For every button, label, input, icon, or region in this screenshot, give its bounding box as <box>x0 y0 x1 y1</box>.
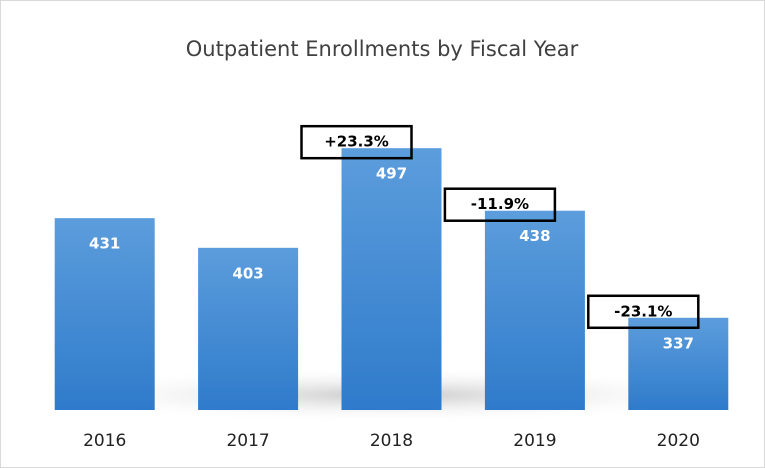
bar <box>341 148 442 410</box>
bar <box>484 210 585 410</box>
annotation-box <box>587 294 700 330</box>
chart-title: Outpatient Enrollments by Fiscal Year <box>186 37 579 61</box>
data-label: 497 <box>376 165 407 183</box>
data-label: 431 <box>89 235 120 253</box>
bar <box>54 218 155 410</box>
x-tick-label: 2017 <box>226 431 269 451</box>
annotation-box <box>443 187 557 222</box>
data-label: 403 <box>232 264 263 282</box>
data-label: 438 <box>519 227 550 245</box>
data-label: 337 <box>663 334 694 352</box>
annotation: -11.9% <box>471 195 529 213</box>
x-tick-label: 2020 <box>657 431 700 451</box>
annotation-box <box>300 124 413 160</box>
annotation: -23.1% <box>614 302 672 320</box>
annotation: +23.3% <box>324 133 389 151</box>
x-tick-label: 2016 <box>83 431 126 451</box>
bar <box>628 317 729 410</box>
bar <box>198 247 299 410</box>
x-tick-label: 2018 <box>370 431 413 451</box>
x-tick-label: 2019 <box>513 431 556 451</box>
